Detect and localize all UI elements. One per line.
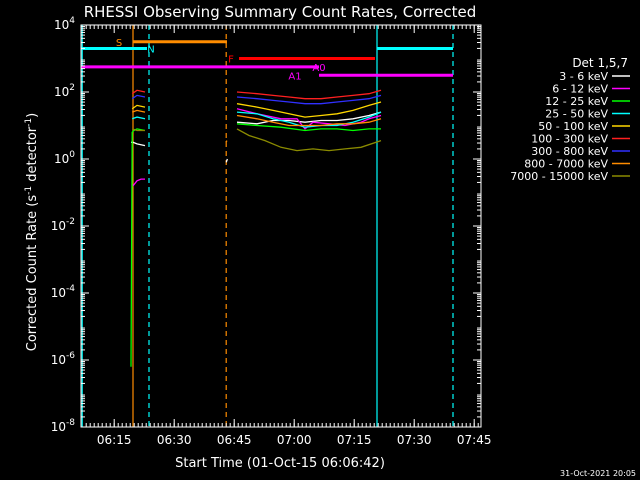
- series-line-4-1: [236, 101, 382, 118]
- legend-entry-3: 25 - 50 keV: [545, 108, 608, 121]
- x-tick-label: 06:15: [97, 433, 132, 447]
- y-tick-label: 104: [54, 16, 75, 32]
- series-line-2-0: [130, 128, 146, 367]
- y-tick-label: 10-8: [51, 418, 76, 434]
- series-line-8-0: [131, 128, 145, 132]
- series-line-7-0: [131, 109, 146, 113]
- series-line-6-0: [131, 94, 146, 100]
- legend-entry-8: 7000 - 15000 keV: [510, 170, 608, 183]
- legend-entry-0: 3 - 6 keV: [559, 70, 608, 83]
- y-tick-label: 102: [54, 83, 75, 99]
- y-tick-label: 10-4: [51, 284, 76, 300]
- x-tick-label: 06:45: [217, 433, 252, 447]
- legend-header: Det 1,5,7: [572, 56, 628, 70]
- legend-entry-7: 800 - 7000 keV: [524, 158, 608, 171]
- series-line-5-1: [236, 89, 382, 100]
- series-line-3-1: [236, 111, 382, 128]
- y-tick-label: 10-2: [51, 217, 75, 233]
- y-axis-label: Corrected Count Rate (s-1 detector-1): [24, 113, 40, 351]
- axes: 104 102 100 10-2 10-4 10-6 10-8 06:15 06:30 06:45…: [51, 16, 492, 447]
- legend-entry-1: 6 - 12 keV: [552, 83, 608, 96]
- y-tick-label: 10-6: [51, 351, 76, 367]
- flag-label-4: A1: [288, 71, 301, 82]
- chart-title: RHESSI Observing Summary Count Rates, Co…: [84, 3, 477, 21]
- series-line-3-0: [131, 116, 146, 120]
- series-line-1-0: [132, 178, 145, 187]
- series-line-5-0: [131, 89, 146, 95]
- legend-entry-4: 50 - 100 keV: [538, 120, 608, 133]
- series-group: [130, 89, 382, 367]
- series-line-1-1: [236, 108, 382, 130]
- series-line-2-1: [236, 123, 381, 132]
- flag-label-3: A0: [312, 63, 325, 74]
- series-line-8-1: [236, 128, 382, 152]
- flag-label-1: N: [147, 44, 154, 55]
- legend-entry-6: 300 - 800 keV: [531, 145, 608, 158]
- series-line-7-2: [236, 114, 382, 127]
- flag-label-2: F: [228, 55, 234, 66]
- flag-bars: S N F A0 A1: [81, 38, 453, 82]
- x-tick-label: 06:30: [157, 433, 192, 447]
- x-tick-label: 07:45: [457, 433, 492, 447]
- series-line-0-1: [225, 158, 229, 163]
- legend-entry-5: 100 - 300 keV: [531, 133, 608, 146]
- legend-entry-2: 12 - 25 keV: [545, 95, 608, 108]
- y-tick-label: 100: [54, 150, 75, 166]
- x-tick-label: 07:15: [337, 433, 372, 447]
- flag-label-0: S: [116, 38, 122, 49]
- series-line-6-1: [236, 94, 382, 105]
- series-line-0-2: [236, 111, 382, 125]
- x-axis-label: Start Time (01-Oct-15 06:06:42): [175, 456, 385, 471]
- x-tick-label: 07:00: [277, 433, 312, 447]
- x-tick-label: 07:30: [397, 433, 432, 447]
- series-line-7-1: [225, 140, 228, 143]
- series-line-4-0: [131, 104, 146, 110]
- footer-date: 31-Oct-2021 20:05: [560, 469, 636, 478]
